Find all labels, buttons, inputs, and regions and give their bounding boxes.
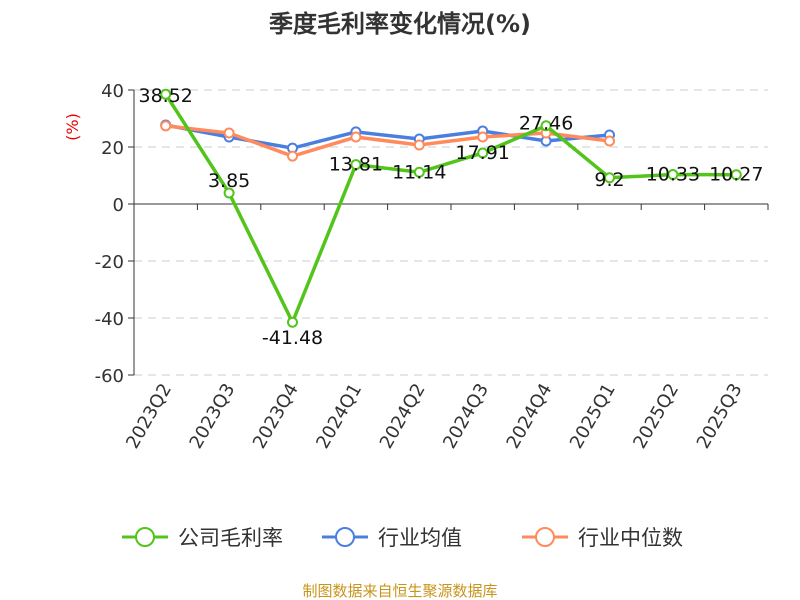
data-point[interactable] [223, 187, 235, 199]
x-tick-label: 2025Q2 [629, 380, 683, 452]
data-label: 11.14 [392, 161, 446, 183]
data-point[interactable] [604, 135, 615, 147]
data-point[interactable] [413, 139, 425, 151]
data-point[interactable] [350, 131, 362, 143]
y-tick-label: -40 [95, 309, 124, 330]
legend-marker[interactable] [135, 527, 155, 547]
y-tick-label: 0 [113, 195, 124, 216]
y-tick-label: -20 [95, 252, 124, 273]
data-point[interactable] [413, 166, 425, 178]
x-tick-label: 2024Q2 [376, 380, 430, 452]
data-label: 27.46 [519, 113, 573, 135]
y-tick-label: -60 [95, 366, 124, 387]
legend-label[interactable]: 行业中位数 [578, 526, 683, 550]
data-point[interactable] [604, 172, 615, 184]
x-tick-label: 2023Q3 [186, 380, 240, 452]
series-line [164, 93, 737, 327]
chart-title: 季度毛利率变化情况(%) [269, 10, 531, 38]
data-label: 17.91 [455, 142, 509, 164]
data-point[interactable] [477, 147, 489, 159]
data-label: 9.2 [594, 169, 624, 191]
series-line [165, 123, 610, 150]
x-tick-label: 2025Q3 [693, 380, 747, 452]
data-label: 10.33 [646, 164, 700, 186]
data-point[interactable] [540, 120, 552, 132]
series-line [165, 124, 610, 158]
legend-label[interactable]: 行业均值 [378, 526, 462, 550]
x-tick-label: 2025Q1 [566, 380, 620, 452]
source-note: 制图数据来自恒生聚源数据库 [302, 582, 497, 600]
data-label: -41.48 [262, 327, 323, 349]
y-axis-label: (%) [63, 113, 82, 141]
legend-marker[interactable] [535, 527, 555, 547]
data-point[interactable] [287, 316, 298, 328]
data-point[interactable] [223, 127, 235, 139]
legend-marker[interactable] [335, 527, 355, 547]
data-point[interactable] [287, 150, 298, 162]
data-point[interactable] [160, 120, 172, 132]
data-label: 10.27 [709, 164, 763, 186]
data-label: 3.85 [208, 170, 250, 192]
x-tick-label: 2023Q4 [249, 380, 303, 452]
data-point[interactable] [160, 88, 172, 100]
y-tick-label: 40 [101, 81, 124, 102]
data-point[interactable] [477, 131, 489, 143]
data-label: 38.52 [138, 85, 192, 107]
x-tick-label: 2023Q2 [122, 380, 176, 452]
x-tick-label: 2024Q3 [439, 380, 493, 452]
legend-label[interactable]: 公司毛利率 [178, 526, 283, 550]
data-label: 13.81 [329, 154, 383, 176]
y-tick-label: 20 [101, 138, 124, 159]
data-point[interactable] [667, 169, 679, 181]
data-point[interactable] [350, 159, 362, 171]
data-point[interactable] [730, 169, 742, 181]
x-tick-label: 2024Q4 [503, 380, 557, 452]
x-tick-label: 2024Q1 [312, 380, 366, 452]
